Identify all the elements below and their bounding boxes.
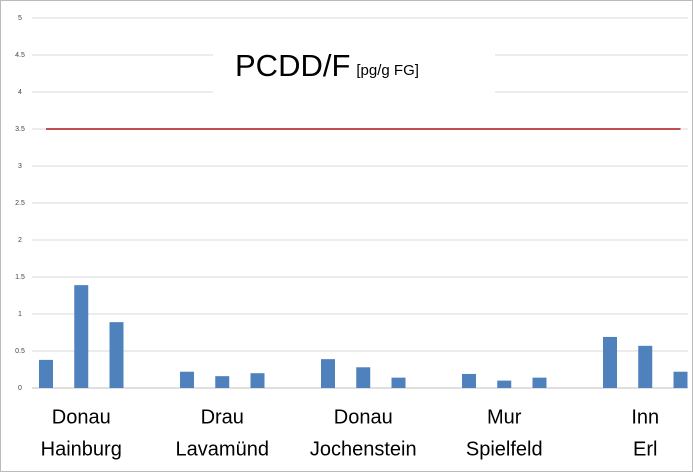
chart-title: PCDD/F [pg/g FG]: [235, 48, 419, 83]
y-tick-label: 0.5: [15, 348, 25, 355]
bar: [39, 359, 53, 388]
bar: [497, 380, 512, 388]
bar: [250, 373, 265, 388]
category-label: Drau: [201, 406, 244, 428]
category-label: Mur: [487, 406, 522, 428]
y-tick-label: 2: [18, 237, 22, 244]
bar: [215, 376, 230, 388]
category-label: Erl: [633, 438, 657, 460]
y-tick-label: 1: [18, 311, 22, 318]
title-text: PCDD/F: [235, 48, 350, 83]
bar: [638, 345, 653, 388]
y-tick-label: 4: [18, 89, 22, 96]
bar: [391, 377, 406, 388]
category-label: Donau: [52, 406, 111, 428]
bar: [356, 367, 371, 388]
category-label: Hainburg: [41, 438, 122, 460]
bar: [603, 336, 617, 388]
category-label: Inn: [631, 406, 659, 428]
category-label: Lavamünd: [176, 438, 269, 460]
y-tick-label: 3.5: [15, 126, 25, 133]
y-tick-label: 4.5: [15, 52, 25, 59]
bar: [462, 373, 476, 388]
y-tick-label: 5: [18, 15, 22, 22]
bar: [532, 377, 547, 388]
y-tick-label: 2.5: [15, 200, 25, 207]
bar: [109, 322, 124, 388]
category-label: Spielfeld: [466, 438, 543, 460]
category-label: Jochenstein: [310, 438, 417, 460]
category-label: Donau: [334, 406, 393, 428]
y-tick-label: 1.5: [15, 274, 25, 281]
bar: [673, 371, 688, 388]
bar: [180, 371, 194, 388]
y-tick-label: 0: [18, 385, 22, 392]
bar: [321, 359, 335, 388]
bar: [74, 285, 89, 388]
title-unit: [pg/g FG]: [356, 62, 419, 79]
title-box: [213, 40, 495, 95]
y-tick-label: 3: [18, 163, 22, 170]
